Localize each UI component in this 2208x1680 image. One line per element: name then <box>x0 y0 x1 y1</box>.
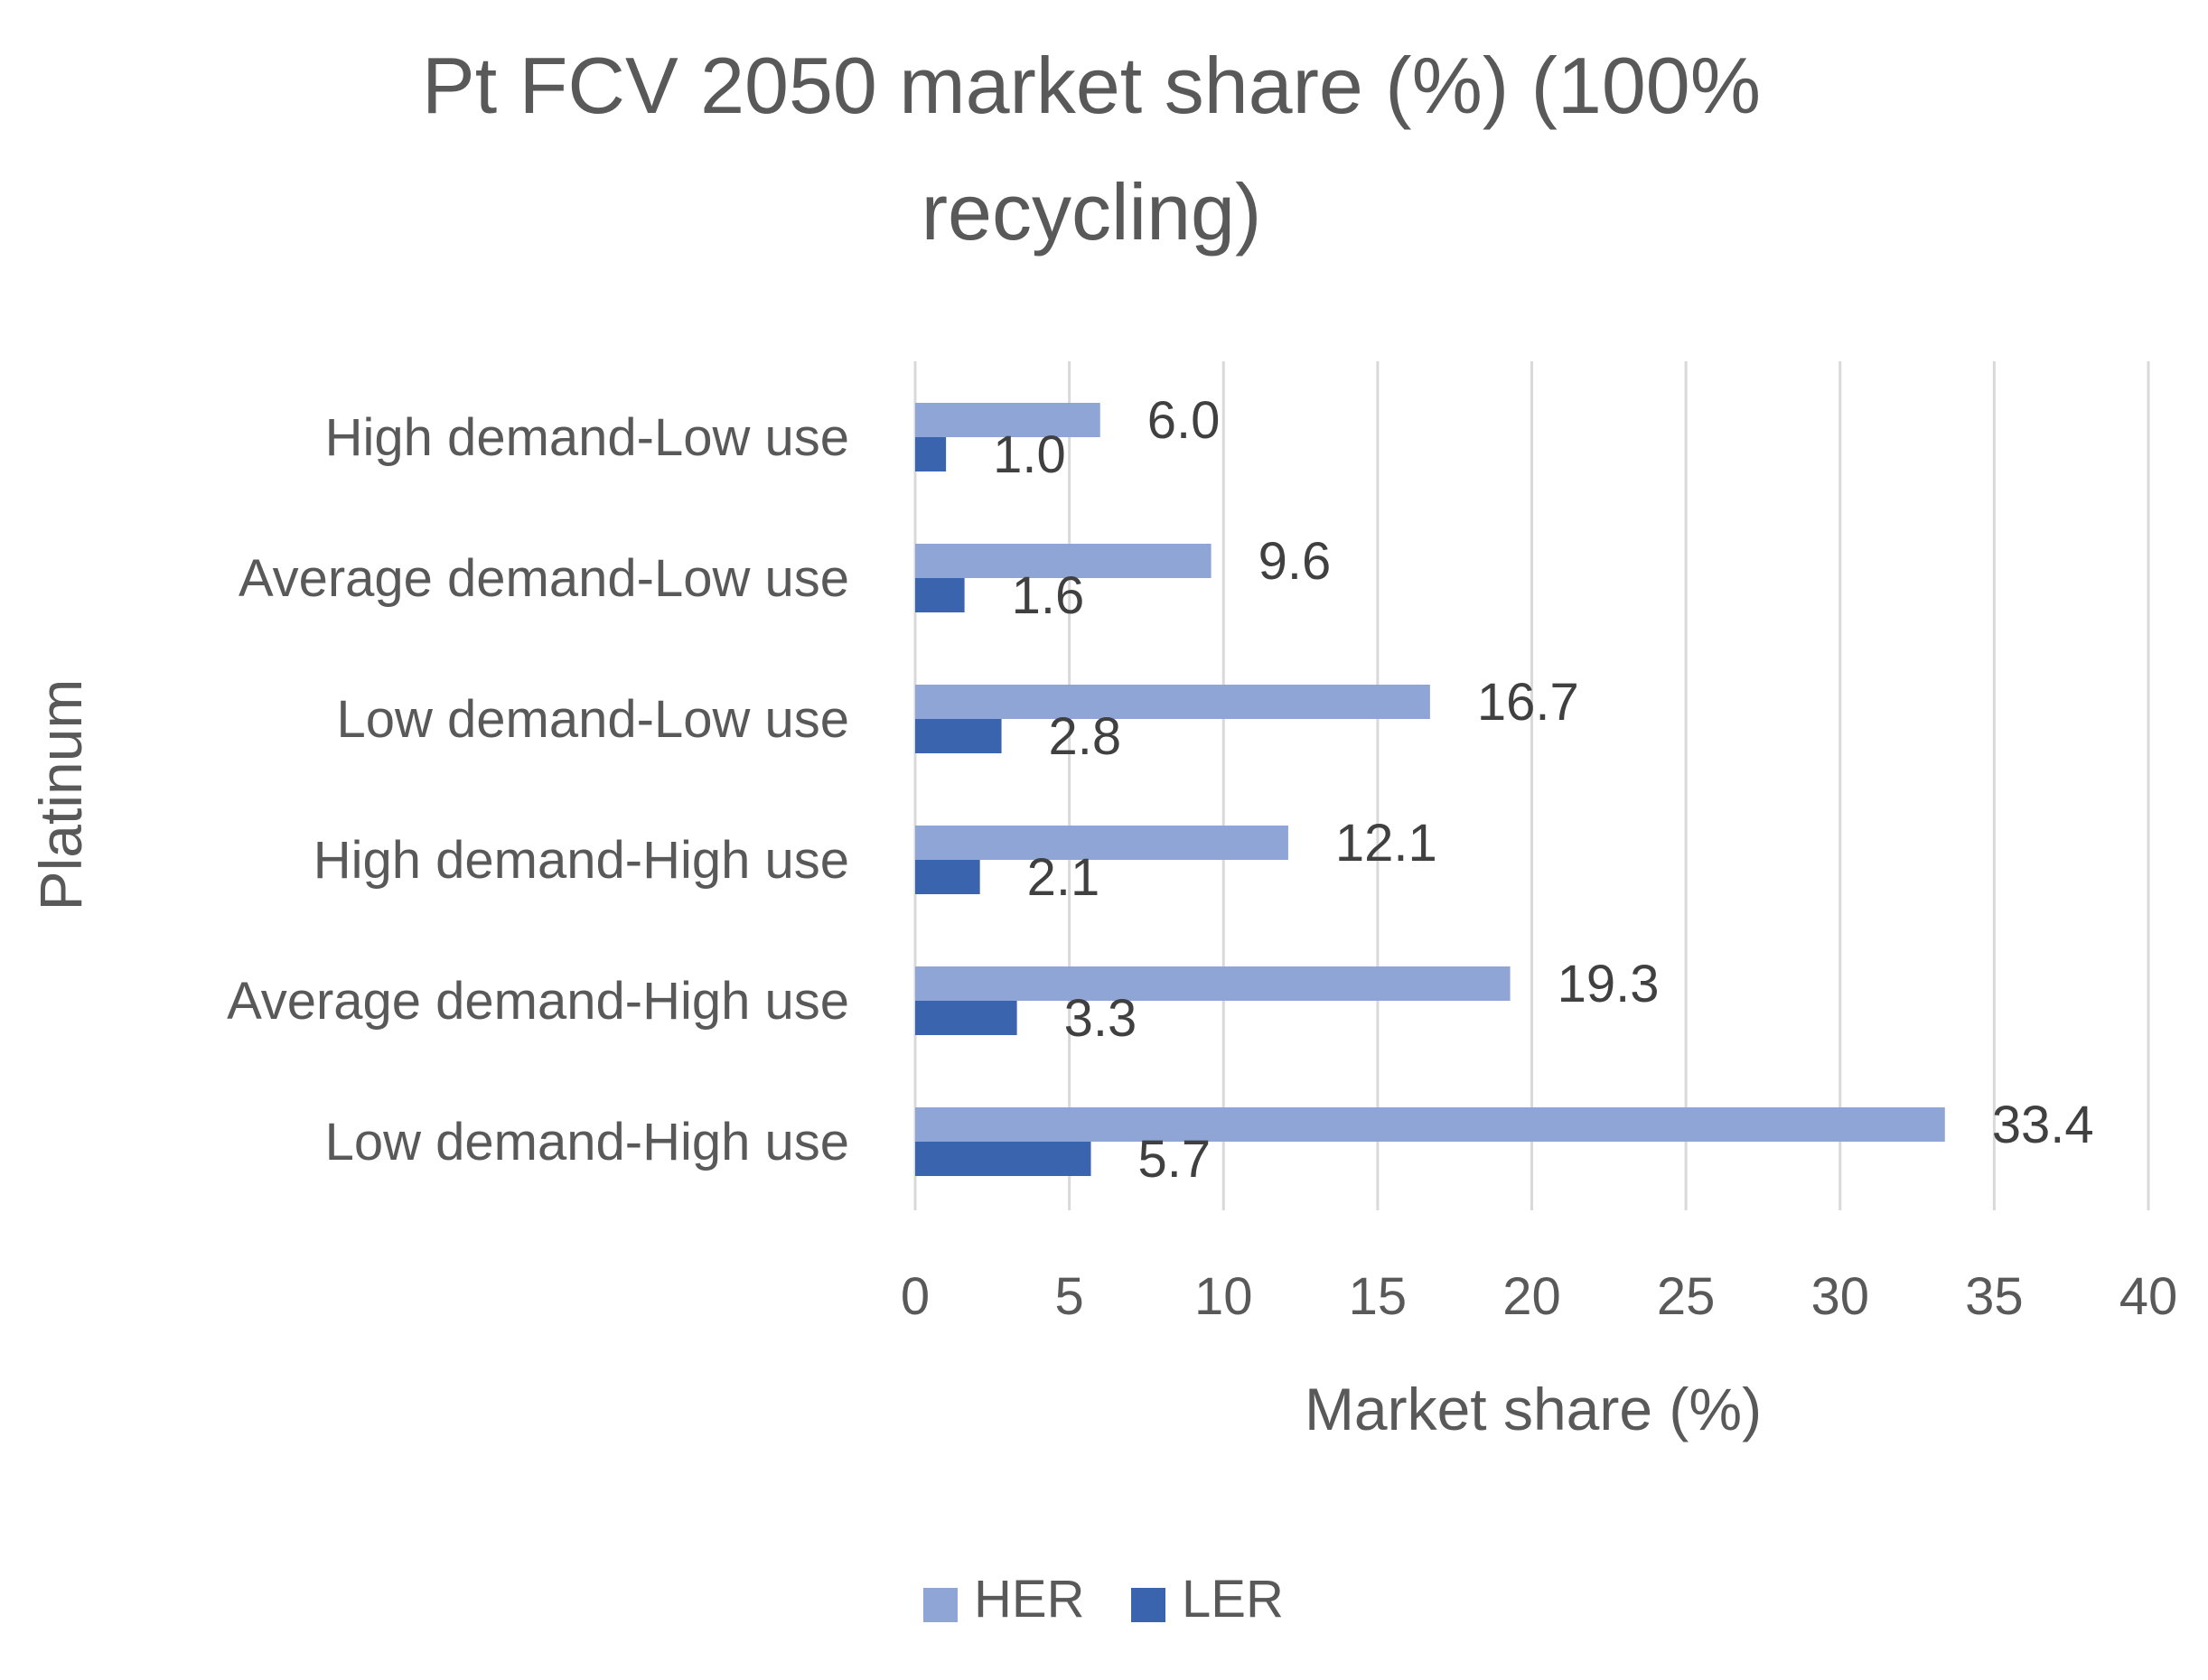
data-labels: 6.0 1.0 9.6 1.6 16.7 2.8 12.1 2.1 19.3 3.3 33.4 5.7 <box>993 391 2094 1189</box>
bar-her-high-demand-high-use <box>915 826 1288 860</box>
x-tick-label-20: 20 <box>1502 1267 1561 1326</box>
data-label-her-high-demand-low-use: 6.0 <box>1147 391 1221 450</box>
bar-ler-high-demand-low-use <box>915 437 947 471</box>
data-label-her-average-demand-low-use: 9.6 <box>1258 532 1332 591</box>
legend-swatch-ler <box>1131 1588 1165 1622</box>
bar-ler-low-demand-high-use <box>915 1142 1091 1176</box>
x-tick-label-40: 40 <box>2119 1267 2178 1326</box>
data-label-her-low-demand-low-use: 16.7 <box>1477 673 1579 732</box>
data-label-ler-high-demand-low-use: 1.0 <box>993 425 1066 484</box>
x-tick-label-25: 25 <box>1657 1267 1716 1326</box>
x-tick-labels: 0 5 10 15 20 25 30 35 40 <box>901 1267 2177 1326</box>
category-label-high-demand-high-use: High demand-High use <box>313 831 849 890</box>
chart-title: Pt FCV 2050 market share (%) (100% recyc… <box>422 41 1761 257</box>
category-label-average-demand-high-use: Average demand-High use <box>227 972 849 1031</box>
category-label-average-demand-low-use: Average demand-Low use <box>239 549 849 608</box>
data-label-ler-low-demand-low-use: 2.8 <box>1049 707 1122 766</box>
data-label-ler-average-demand-high-use: 3.3 <box>1064 989 1137 1048</box>
legend-label-ler: LER <box>1182 1570 1284 1629</box>
bar-ler-high-demand-high-use <box>915 860 980 894</box>
bar-ler-average-demand-low-use <box>915 578 965 612</box>
bar-her-average-demand-low-use <box>915 544 1212 578</box>
x-axis-title: Market share (%) <box>1305 1376 1762 1442</box>
data-label-ler-low-demand-high-use: 5.7 <box>1138 1130 1212 1189</box>
x-tick-label-30: 30 <box>1810 1267 1869 1326</box>
data-label-her-average-demand-high-use: 19.3 <box>1558 955 1660 1013</box>
x-tick-label-5: 5 <box>1054 1267 1083 1326</box>
x-tick-label-0: 0 <box>901 1267 930 1326</box>
category-label-high-demand-low-use: High demand-Low use <box>325 408 849 467</box>
data-label-ler-average-demand-low-use: 1.6 <box>1012 566 1085 625</box>
bar-ler-average-demand-high-use <box>915 1001 1017 1035</box>
data-label-her-low-demand-high-use: 33.4 <box>1992 1096 2094 1154</box>
x-tick-label-10: 10 <box>1194 1267 1253 1326</box>
bar-her-low-demand-low-use <box>915 685 1430 719</box>
bars <box>915 403 1945 1176</box>
data-label-her-high-demand-high-use: 12.1 <box>1335 814 1437 873</box>
legend-swatch-her <box>923 1588 958 1622</box>
chart-title-line-1: Pt FCV 2050 market share (%) (100% <box>422 41 1761 130</box>
legend-label-her: HER <box>974 1570 1084 1629</box>
x-tick-label-15: 15 <box>1349 1267 1408 1326</box>
category-label-low-demand-high-use: Low demand-High use <box>325 1113 849 1171</box>
chart-title-line-2: recycling) <box>922 167 1262 257</box>
data-label-ler-high-demand-high-use: 2.1 <box>1027 848 1100 907</box>
x-tick-label-35: 35 <box>1965 1267 2024 1326</box>
legend: HER LER <box>923 1570 1284 1629</box>
bar-her-high-demand-low-use <box>915 403 1100 437</box>
category-label-low-demand-low-use: Low demand-Low use <box>337 690 849 749</box>
category-labels: High demand-Low use Average demand-Low us… <box>227 408 849 1171</box>
y-axis-title: Platinum <box>27 679 94 911</box>
bar-ler-low-demand-low-use <box>915 719 1002 753</box>
gridlines <box>913 361 2150 1210</box>
bar-her-average-demand-high-use <box>915 966 1511 1001</box>
bar-her-low-demand-high-use <box>915 1107 1945 1142</box>
